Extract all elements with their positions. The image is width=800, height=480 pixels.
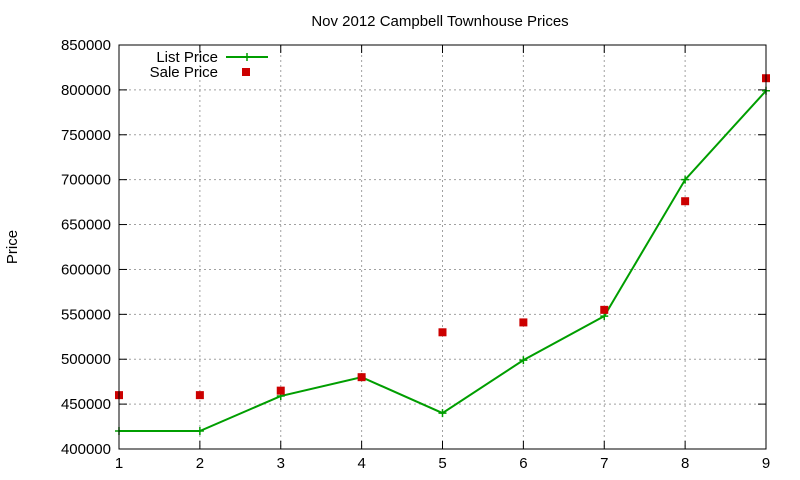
sale-price-point	[681, 197, 690, 206]
y-tick-label: 450000	[61, 396, 111, 413]
y-tick-labels: 400000 450000 500000 550000 600000 650000 7000…	[61, 37, 111, 458]
y-tick-label: 400000	[61, 441, 111, 458]
sale-price-point	[357, 373, 366, 382]
y-tick-label: 750000	[61, 127, 111, 144]
y-tick-label: 700000	[61, 172, 111, 189]
x-tick-label: 4	[357, 455, 365, 472]
x-tick-label: 5	[438, 455, 446, 472]
list-price-point	[519, 356, 528, 365]
y-tick-label: 500000	[61, 351, 111, 368]
sale-price-point	[276, 386, 285, 395]
list-price-point	[681, 175, 690, 184]
x-tick-label: 6	[519, 455, 527, 472]
legend-item-list-price: List Price	[156, 49, 268, 66]
x-tick-label: 8	[681, 455, 689, 472]
y-axis-label: Price	[4, 230, 21, 264]
x-tick-label: 2	[196, 455, 204, 472]
list-price-point	[195, 427, 204, 436]
x-tick-label: 9	[762, 455, 770, 472]
x-tick-label: 3	[277, 455, 285, 472]
sale-price-point	[600, 305, 609, 314]
grid-lines	[119, 45, 766, 449]
sale-price-point	[195, 391, 204, 400]
legend-swatch-marker	[242, 68, 250, 76]
sale-price-point	[438, 328, 447, 337]
x-tick-labels: 1 2 3 4 5 6 7 8 9	[115, 455, 770, 472]
legend-label: Sale Price	[150, 64, 218, 81]
list-price-point	[438, 409, 447, 418]
y-tick-label: 800000	[61, 82, 111, 99]
y-tick-label: 650000	[61, 217, 111, 234]
x-tick-label: 7	[600, 455, 608, 472]
legend-item-sale-price: Sale Price	[150, 64, 250, 81]
y-tick-label: 550000	[61, 306, 111, 323]
legend-label: List Price	[156, 49, 218, 66]
y-tick-label: 850000	[61, 37, 111, 54]
sale-price-point	[519, 318, 528, 327]
y-tick-label: 600000	[61, 261, 111, 278]
x-tick-label: 1	[115, 455, 123, 472]
plot-frame	[118, 44, 767, 450]
chart-title: Nov 2012 Campbell Townhouse Prices	[311, 13, 568, 30]
legend-swatch-marker	[243, 53, 251, 61]
